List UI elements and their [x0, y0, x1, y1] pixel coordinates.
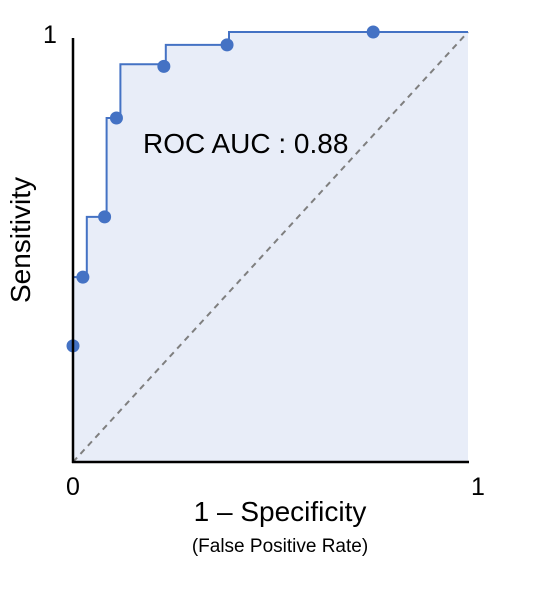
y-tick-label-1: 1 [43, 21, 57, 49]
x-tick-label-0: 0 [66, 473, 80, 501]
x-tick-label-1: 1 [471, 473, 485, 501]
x-axis-subtitle: (False Positive Rate) [192, 536, 368, 557]
roc-points [66, 25, 380, 353]
roc-point-2 [98, 210, 112, 224]
roc-point-6 [366, 25, 380, 39]
roc-point-1 [76, 270, 90, 284]
x-axis-title: 1 – Specificity [194, 496, 367, 527]
y-axis-title: Sensitivity [5, 177, 36, 303]
chance-diagonal [72, 31, 469, 463]
roc-point-3 [109, 111, 123, 125]
roc-point-5 [220, 38, 234, 52]
auc-annotation: ROC AUC : 0.88 [143, 128, 348, 159]
roc-point-4 [157, 59, 171, 73]
